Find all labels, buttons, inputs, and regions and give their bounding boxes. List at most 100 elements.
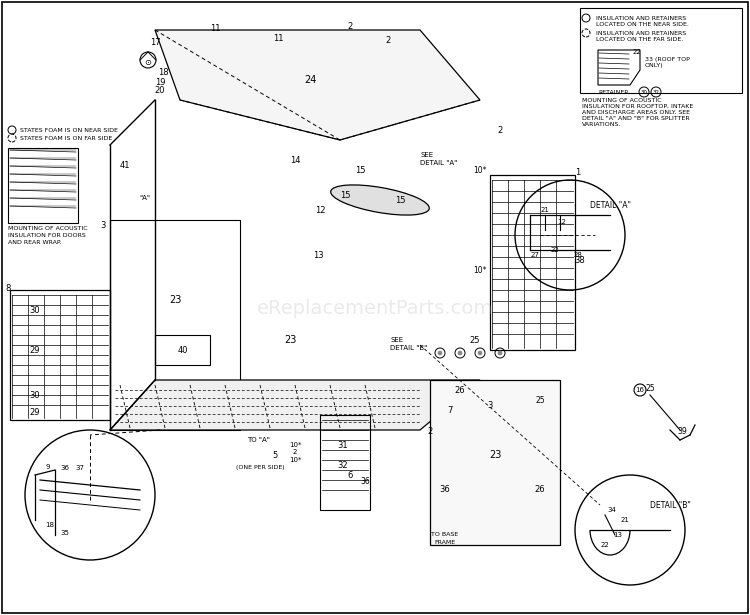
Circle shape (438, 351, 442, 355)
Text: 37: 37 (76, 465, 85, 471)
Text: 29: 29 (30, 408, 40, 416)
Text: 22: 22 (601, 542, 609, 548)
Text: INSULATION FOR DOORS: INSULATION FOR DOORS (8, 232, 86, 237)
Bar (10, 290, 110, 420)
Text: 2: 2 (347, 22, 352, 31)
Text: ⊙: ⊙ (145, 57, 152, 66)
Bar (490, 175, 575, 350)
Text: 11: 11 (273, 33, 284, 42)
Text: LOCATED ON THE NEAR SIDE.: LOCATED ON THE NEAR SIDE. (596, 22, 688, 26)
Text: 28: 28 (574, 252, 583, 258)
Text: 20: 20 (154, 85, 165, 95)
Text: 10*: 10* (473, 266, 487, 274)
Text: 35: 35 (61, 530, 70, 536)
Text: 25: 25 (470, 336, 480, 344)
Text: 19: 19 (154, 77, 165, 87)
Text: DETAIL "A" AND "B" FOR SPLITTER: DETAIL "A" AND "B" FOR SPLITTER (582, 116, 690, 121)
Text: AND REAR WRAP.: AND REAR WRAP. (8, 239, 62, 245)
Text: 10*: 10* (473, 165, 487, 175)
Text: LOCATED ON THE FAR SIDE.: LOCATED ON THE FAR SIDE. (596, 36, 683, 41)
Bar (8, 148, 78, 223)
Text: 15: 15 (340, 191, 350, 199)
Text: 17: 17 (150, 38, 160, 47)
Text: INSULATION AND RETAINERS: INSULATION AND RETAINERS (596, 15, 686, 20)
Text: 15: 15 (394, 196, 405, 205)
Text: 40: 40 (178, 346, 188, 354)
Text: 27: 27 (530, 252, 539, 258)
Text: 12: 12 (315, 205, 326, 215)
Bar (430, 380, 560, 545)
Text: VARIATIONS.: VARIATIONS. (582, 122, 621, 127)
Text: STATES FOAM IS ON NEAR SIDE: STATES FOAM IS ON NEAR SIDE (20, 127, 118, 132)
Text: 18: 18 (158, 68, 168, 76)
Text: 1: 1 (575, 167, 580, 177)
Text: FRAME: FRAME (434, 541, 455, 546)
Text: INSULATION FOR ROOFTOP, INTAKE: INSULATION FOR ROOFTOP, INTAKE (582, 103, 693, 108)
Text: 26: 26 (535, 485, 545, 494)
Text: 7: 7 (447, 405, 453, 415)
Text: 18: 18 (46, 522, 55, 528)
Text: 32: 32 (338, 461, 348, 469)
Ellipse shape (331, 185, 429, 215)
Text: 36: 36 (360, 477, 370, 486)
Text: 30: 30 (30, 306, 40, 314)
Text: MOUNTING OF ACOUSTIC: MOUNTING OF ACOUSTIC (8, 226, 88, 231)
Text: DETAIL "B": DETAIL "B" (390, 345, 427, 351)
Bar (155, 335, 210, 365)
Text: SEE: SEE (420, 152, 434, 158)
Text: INSULATION AND RETAINERS: INSULATION AND RETAINERS (596, 31, 686, 36)
Circle shape (498, 351, 502, 355)
Text: TO BASE: TO BASE (431, 533, 458, 538)
Text: 22: 22 (550, 247, 560, 253)
Text: 32: 32 (652, 90, 659, 95)
Text: 21: 21 (541, 207, 550, 213)
Text: 3: 3 (100, 221, 106, 229)
Text: 33 (ROOF TOP: 33 (ROOF TOP (645, 57, 690, 62)
Text: 25: 25 (536, 395, 544, 405)
Text: STATES FOAM IS ON FAR SIDE: STATES FOAM IS ON FAR SIDE (20, 135, 112, 140)
Text: "A": "A" (140, 195, 151, 201)
Bar (320, 415, 370, 510)
Text: 9: 9 (46, 464, 50, 470)
Bar (110, 220, 240, 430)
Text: (ONE PER SIDE): (ONE PER SIDE) (236, 466, 284, 470)
Text: 38: 38 (574, 255, 585, 264)
Text: 36: 36 (61, 465, 70, 471)
Text: DETAIL "A": DETAIL "A" (420, 160, 458, 166)
Text: 13: 13 (313, 250, 323, 260)
Text: 24: 24 (304, 75, 316, 85)
Text: MOUNTING OF ACOUSTIC: MOUNTING OF ACOUSTIC (582, 98, 662, 103)
Text: SEE: SEE (390, 337, 404, 343)
Polygon shape (155, 30, 480, 140)
Bar (580, 8, 742, 93)
Text: 23: 23 (489, 450, 501, 460)
Text: 31: 31 (338, 440, 348, 450)
Circle shape (458, 351, 462, 355)
Text: 6: 6 (347, 470, 352, 480)
Text: 30: 30 (640, 90, 647, 95)
Text: 21: 21 (620, 517, 629, 523)
Polygon shape (110, 380, 480, 430)
Text: DETAIL "A": DETAIL "A" (590, 200, 631, 210)
Text: 26: 26 (454, 386, 465, 394)
Text: RETAINER: RETAINER (598, 90, 628, 95)
Text: 13: 13 (614, 532, 622, 538)
Text: 2: 2 (386, 36, 391, 44)
Text: TO "A": TO "A" (247, 437, 269, 443)
Text: 39: 39 (677, 427, 687, 437)
Text: 3: 3 (488, 400, 493, 410)
Text: 29: 29 (30, 346, 40, 354)
Text: 2: 2 (292, 449, 297, 455)
Text: AND DISCHARGE AREAS ONLY. SEE: AND DISCHARGE AREAS ONLY. SEE (582, 109, 690, 114)
Text: 23: 23 (169, 295, 182, 305)
Text: 5: 5 (272, 451, 278, 459)
Text: 2: 2 (497, 125, 502, 135)
Text: 2: 2 (427, 427, 433, 437)
Text: 16: 16 (635, 387, 644, 393)
Text: 30: 30 (30, 391, 40, 400)
Text: 12: 12 (557, 219, 566, 225)
Text: 25: 25 (645, 384, 655, 392)
Text: 23: 23 (284, 335, 296, 345)
Text: DETAIL "B": DETAIL "B" (650, 501, 691, 509)
Text: 34: 34 (608, 507, 616, 513)
